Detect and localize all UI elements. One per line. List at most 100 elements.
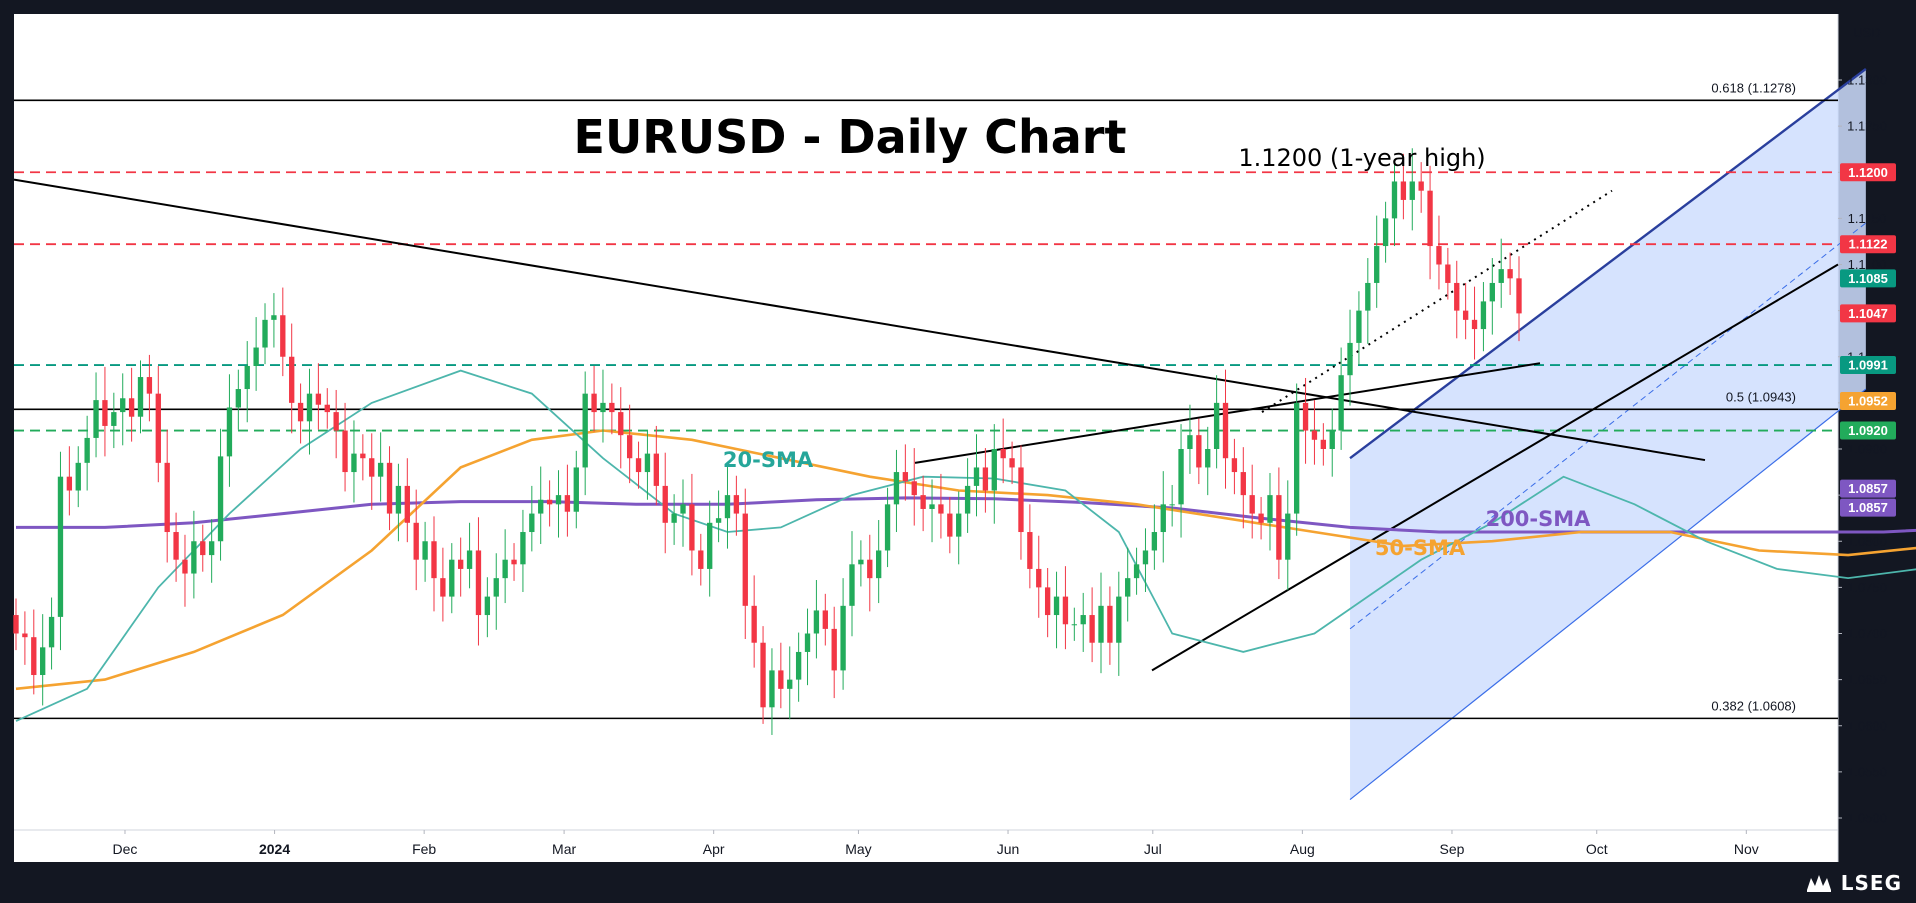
candle-body — [991, 449, 997, 491]
channel-layer — [1349, 67, 1867, 801]
candle-body — [1418, 181, 1424, 191]
candle-body — [164, 462, 170, 533]
x-tick-label: Sep — [1440, 841, 1465, 857]
candle-body — [511, 559, 517, 565]
candle-body — [867, 559, 873, 579]
candle-body — [1489, 282, 1495, 302]
candle-body — [120, 398, 126, 413]
candle-body — [973, 467, 980, 486]
descending-trendline — [13, 178, 1706, 462]
price-badges-layer: 1.1200 1.1122 1.1085 1.1047 1.0991 1.0952 1.09… — [1840, 163, 1896, 517]
y-tick-label: 1.0500 — [1847, 811, 1887, 826]
y-tick-label: 1.0750 — [1847, 580, 1887, 595]
candle-body — [618, 412, 624, 436]
candle-body — [146, 377, 153, 394]
candle-body — [1036, 568, 1042, 588]
candle-body — [111, 412, 117, 426]
candle-body — [502, 559, 508, 579]
sma20-label: 20-SMA — [723, 448, 814, 472]
price-badge — [1840, 356, 1896, 375]
candle-body — [653, 453, 659, 486]
candle-body — [956, 513, 962, 537]
candle-body — [1044, 587, 1051, 616]
candle-body — [1009, 458, 1015, 468]
candle-body — [1374, 246, 1380, 283]
candle-body — [1471, 319, 1478, 330]
candle-body — [1187, 435, 1193, 449]
candle-body — [48, 616, 55, 648]
candle-body — [529, 513, 535, 533]
x-tick-label: Feb — [412, 841, 436, 857]
candle-body — [698, 550, 704, 569]
x-tick-label: Jul — [1144, 841, 1162, 857]
candle-body — [422, 541, 428, 560]
candle-body — [484, 596, 491, 616]
price-badge-label: 1.0952 — [1848, 394, 1888, 409]
y-tick-label: 1.0700 — [1847, 626, 1887, 641]
candles-layer — [13, 148, 1522, 735]
candle-body — [804, 633, 811, 652]
price-badge — [1840, 304, 1896, 323]
candle-body — [200, 541, 206, 556]
candle-body — [404, 485, 410, 523]
price-badge-label: 1.0857 — [1848, 500, 1888, 515]
candle-body — [1293, 402, 1300, 514]
candle-body — [929, 504, 935, 509]
candle-body — [1125, 578, 1131, 597]
price-badge — [1840, 269, 1896, 288]
candle-body — [884, 504, 891, 551]
candle-body — [1302, 402, 1309, 431]
price-badge — [1840, 479, 1896, 498]
x-axis: Dec 2024 Feb Mar Apr May Jun Jul Aug Sep Oct Nov — [113, 830, 1759, 857]
currency-label: USD — [1853, 25, 1880, 40]
channel-upper-line — [1349, 67, 1867, 460]
candle-body — [582, 393, 588, 468]
candle-body — [902, 472, 909, 482]
candle-body — [271, 315, 277, 320]
candle-body — [262, 319, 268, 348]
y-tick-label: 1.1150 — [1848, 211, 1887, 226]
candle-body — [22, 633, 28, 638]
support-trendline — [1151, 263, 1839, 672]
candle-body — [449, 559, 455, 597]
candle-body — [1213, 402, 1220, 449]
candle-body — [128, 398, 135, 417]
candle-body — [751, 605, 757, 643]
candle-body — [297, 402, 304, 422]
candle-body — [1445, 264, 1451, 283]
candle-body — [1133, 564, 1140, 579]
candle-body — [475, 550, 482, 616]
candle-body — [369, 458, 375, 477]
candle-body — [351, 453, 357, 473]
candle-body — [377, 462, 384, 477]
candle-body — [226, 407, 233, 457]
candle-body — [173, 532, 179, 560]
candle-body — [822, 610, 828, 629]
candle-body — [253, 347, 259, 366]
candle-body — [208, 541, 215, 556]
price-badge-label: 1.1085 — [1848, 271, 1888, 286]
candle-body — [1258, 513, 1264, 523]
channel-lower-line — [1349, 388, 1867, 801]
candle-body — [795, 651, 802, 680]
candle-body — [1089, 615, 1095, 643]
candle-body — [182, 559, 188, 574]
candle-body — [715, 518, 722, 523]
candle-body — [1080, 615, 1086, 625]
candle-body — [1462, 310, 1469, 320]
candle-body — [1409, 181, 1415, 200]
regression-channel — [1350, 68, 1866, 800]
sma50-label: 50-SMA — [1375, 536, 1466, 560]
candle-body — [244, 365, 250, 390]
candle-body — [1116, 596, 1122, 643]
candle-body — [1169, 504, 1175, 506]
candle-body — [1267, 495, 1273, 523]
price-badge — [1840, 421, 1896, 440]
year-high-label: 1.1200 (1-year high) — [1238, 144, 1485, 172]
price-badge — [1840, 392, 1896, 411]
lseg-logo: LSEG — [1805, 871, 1902, 895]
candle-body — [1249, 495, 1255, 514]
x-tick-label: Aug — [1290, 841, 1315, 857]
candle-body — [920, 495, 926, 509]
x-tick-label: May — [845, 841, 871, 857]
